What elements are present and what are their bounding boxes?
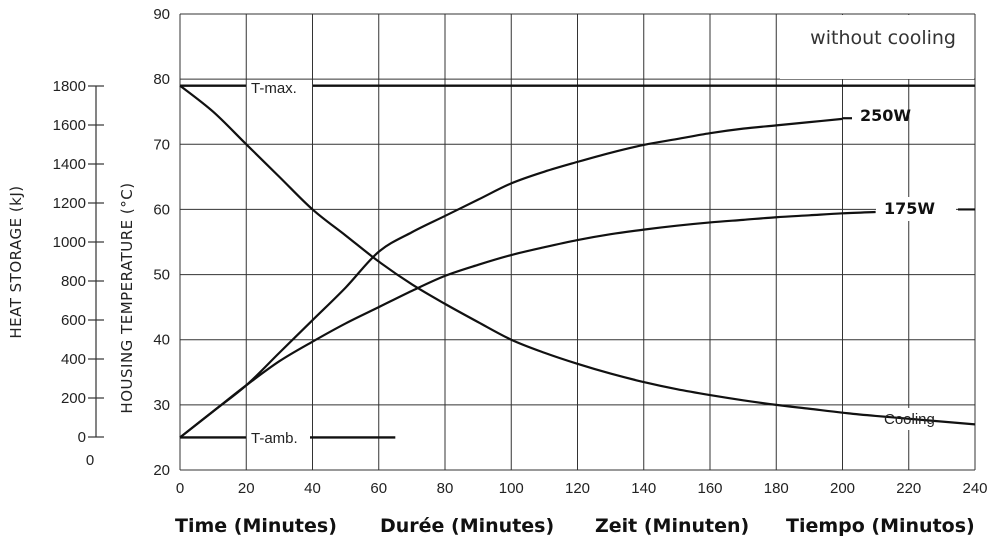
x-tick-20: 20 <box>238 480 255 497</box>
y2-tick-extra: 0 <box>86 452 94 469</box>
x-tick-100: 100 <box>499 480 524 497</box>
y2-tick-600: 600 <box>61 312 86 329</box>
y-tick-40: 40 <box>153 332 170 349</box>
x-label-fr: Durée (Minutes) <box>380 515 554 537</box>
t-max-label: T-max. <box>251 80 297 97</box>
x-tick-200: 200 <box>830 480 855 497</box>
series-175w-line <box>179 210 876 439</box>
x-tick-80: 80 <box>437 480 454 497</box>
x-tick-160: 160 <box>697 480 722 497</box>
y-tick-20: 20 <box>153 462 170 479</box>
y-tick-30: 30 <box>153 397 170 414</box>
y-tick-70: 70 <box>153 136 170 153</box>
t-amb-label: T-amb. <box>251 430 298 447</box>
series-250w-line <box>179 117 843 439</box>
x-tick-240: 240 <box>962 480 987 497</box>
grid <box>88 13 976 471</box>
x-tick-180: 180 <box>764 480 789 497</box>
y-tick-90: 90 <box>153 6 170 23</box>
y2-tick-1200: 1200 <box>53 195 86 212</box>
x-tick-120: 120 <box>565 480 590 497</box>
x-label-en: Time (Minutes) <box>175 515 337 537</box>
y2-axis-title: HEAT STORAGE (kJ) <box>7 185 25 338</box>
x-tick-40: 40 <box>304 480 321 497</box>
x-label-de: Zeit (Minuten) <box>595 515 749 537</box>
series-cooling-line <box>179 84 976 426</box>
y2-tick-1400: 1400 <box>53 156 86 173</box>
y-axis-title: HOUSING TEMPERATURE (°C) <box>118 182 136 413</box>
x-tick-140: 140 <box>631 480 656 497</box>
series-lines <box>179 84 976 439</box>
y-tick-80: 80 <box>153 71 170 88</box>
y2-tick-1600: 1600 <box>53 117 86 134</box>
corner-label-box <box>780 15 974 79</box>
y2-tick-200: 200 <box>61 390 86 407</box>
x-tick-0: 0 <box>176 480 184 497</box>
label-box-175w <box>876 197 956 221</box>
reference-lines <box>180 15 975 439</box>
x-tick-220: 220 <box>896 480 921 497</box>
y2-tick-1800: 1800 <box>53 78 86 95</box>
series-label-175w: 175W <box>884 199 935 218</box>
y2-tick-400: 400 <box>61 351 86 368</box>
x-label-es: Tiempo (Minutos) <box>786 515 975 537</box>
tick-labels: 0 20 40 60 80 100 120 140 160 180 200 220 240 20 30 40 5… <box>53 6 988 497</box>
series-label-cooling: Cooling <box>884 411 935 428</box>
y2-tick-0: 0 <box>78 429 86 446</box>
y2-tick-1000: 1000 <box>53 234 86 251</box>
series-label-250w: 250W <box>860 106 911 125</box>
x-tick-60: 60 <box>370 480 387 497</box>
y-tick-50: 50 <box>153 267 170 284</box>
corner-label: without cooling <box>810 27 956 49</box>
y2-tick-800: 800 <box>61 273 86 290</box>
y-tick-60: 60 <box>153 201 170 218</box>
